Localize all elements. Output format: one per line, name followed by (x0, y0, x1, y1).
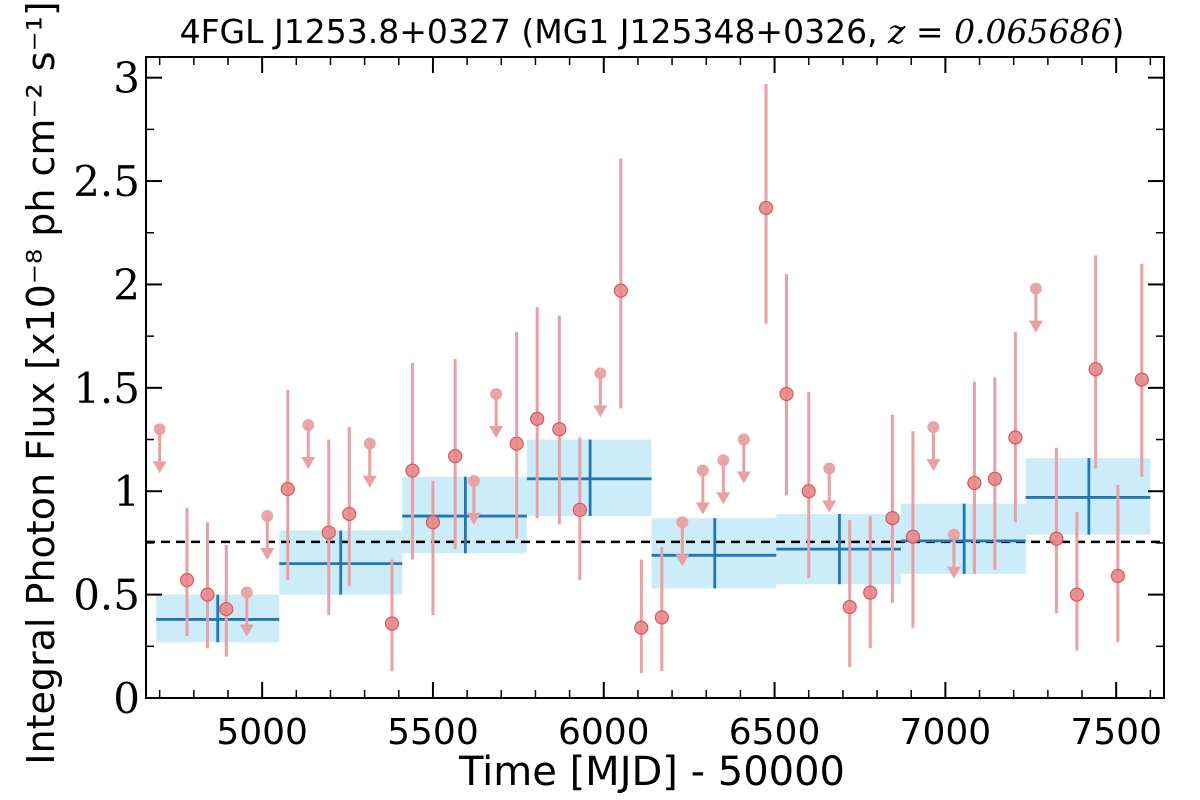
axes-layer: 5000 5500 6000 6500 7000 7500 0 0.5 1 1.5 2 2.5 3 (73, 54, 1165, 753)
measurement-point (987, 471, 1003, 486)
x-tick-label: 7000 (900, 712, 992, 753)
upper-limit-arrow (152, 461, 167, 474)
x-tick-label: 5500 (387, 712, 479, 753)
upper-limit-arrow (489, 426, 504, 439)
upper-limits-layer (152, 282, 1043, 637)
title-redshift: z = 0.065686 (887, 12, 1111, 51)
measurement-point (530, 411, 545, 426)
x-axis-label: Time [MJD] - 50000 (458, 749, 845, 795)
measurement-point (801, 484, 816, 499)
measurement-point (1049, 531, 1064, 546)
measurement-point (425, 515, 441, 530)
upper-limit-point (737, 433, 750, 446)
upper-limit-point (302, 419, 315, 432)
x-tick-label: 5000 (216, 712, 308, 753)
measurement-point (654, 610, 669, 625)
measurement-point (885, 511, 900, 526)
measurement-point (779, 386, 794, 402)
x-tick-label: 6000 (558, 712, 650, 753)
measurement-point (905, 529, 921, 544)
upper-limit-arrow (695, 502, 710, 515)
measurement-point (384, 616, 400, 631)
title-prefix: 4FGL J1253.8+0327 (MG1 J125348+0326, (180, 12, 888, 51)
measurement-point (634, 620, 649, 635)
binned-flux-layer (146, 439, 1164, 643)
measurement-point (321, 525, 336, 540)
y-tick-label: 2 (113, 260, 140, 309)
measurement-point (200, 587, 215, 602)
upper-limit-point (594, 367, 607, 380)
measurement-point (405, 463, 420, 478)
upper-limit-point (717, 454, 730, 467)
upper-limit-point (363, 437, 376, 450)
upper-limit-arrow (239, 624, 254, 637)
upper-limit-point (676, 516, 689, 529)
upper-limit-arrow (675, 554, 690, 567)
upper-limit-point (467, 474, 480, 487)
upper-limit-arrow (736, 471, 751, 484)
upper-limit-arrow (946, 566, 961, 579)
upper-limit-arrow (362, 475, 377, 488)
measurement-point (758, 200, 774, 216)
upper-limit-point (153, 423, 166, 436)
upper-limit-arrow (466, 512, 481, 525)
measurement-point (280, 482, 295, 497)
upper-limit-arrow (1028, 320, 1043, 333)
y-tick-label: 3 (113, 54, 140, 103)
upper-limit-point (1029, 282, 1042, 295)
measurement-point (1110, 568, 1125, 584)
y-tick-label: 0.5 (73, 571, 140, 620)
chart-title: 4FGL J1253.8+0327 (MG1 J125348+0326, z =… (180, 12, 1125, 51)
measurement-point (219, 601, 234, 617)
plot-frame (145, 56, 1165, 699)
upper-limit-arrow (260, 548, 275, 561)
measurement-point (1069, 587, 1084, 602)
measurement-point (448, 448, 463, 464)
measurement-point (613, 283, 628, 298)
measurement-point (842, 599, 857, 615)
title-suffix: ) (1112, 12, 1125, 51)
measurement-point (863, 585, 878, 600)
upper-limit-point (696, 464, 709, 477)
measurement-point (179, 573, 195, 588)
upper-limit-point (490, 388, 503, 401)
y-tick-label: 1 (113, 467, 140, 516)
upper-limit-arrow (593, 405, 608, 418)
upper-limit-arrow (822, 500, 837, 513)
y-tick-label: 0 (113, 674, 140, 723)
upper-limit-arrow (926, 459, 941, 472)
measurement-point (967, 475, 982, 491)
upper-limit-point (240, 586, 253, 599)
x-tick-label: 7500 (1070, 712, 1162, 753)
upper-limit-arrow (301, 457, 316, 470)
measurement-point (509, 436, 524, 451)
upper-limit-arrow (716, 492, 731, 505)
measurements-layer (179, 83, 1149, 674)
x-tick-label: 6500 (729, 712, 821, 753)
upper-limit-point (261, 510, 274, 523)
y-tick-label: 1.5 (73, 364, 140, 413)
measurement-point (342, 506, 357, 522)
measurement-point (1134, 372, 1149, 387)
measurement-point (572, 502, 587, 517)
upper-limit-point (823, 462, 836, 475)
upper-limit-point (947, 528, 960, 541)
measurement-point (1088, 362, 1103, 377)
upper-limit-point (927, 421, 940, 434)
y-tick-label: 2.5 (73, 157, 140, 206)
measurement-point (552, 422, 567, 437)
measurement-point (1008, 430, 1023, 445)
y-axis-label: Integral Photon Flux [x10⁻⁸ ph cm⁻² s⁻¹] (19, 1, 63, 764)
